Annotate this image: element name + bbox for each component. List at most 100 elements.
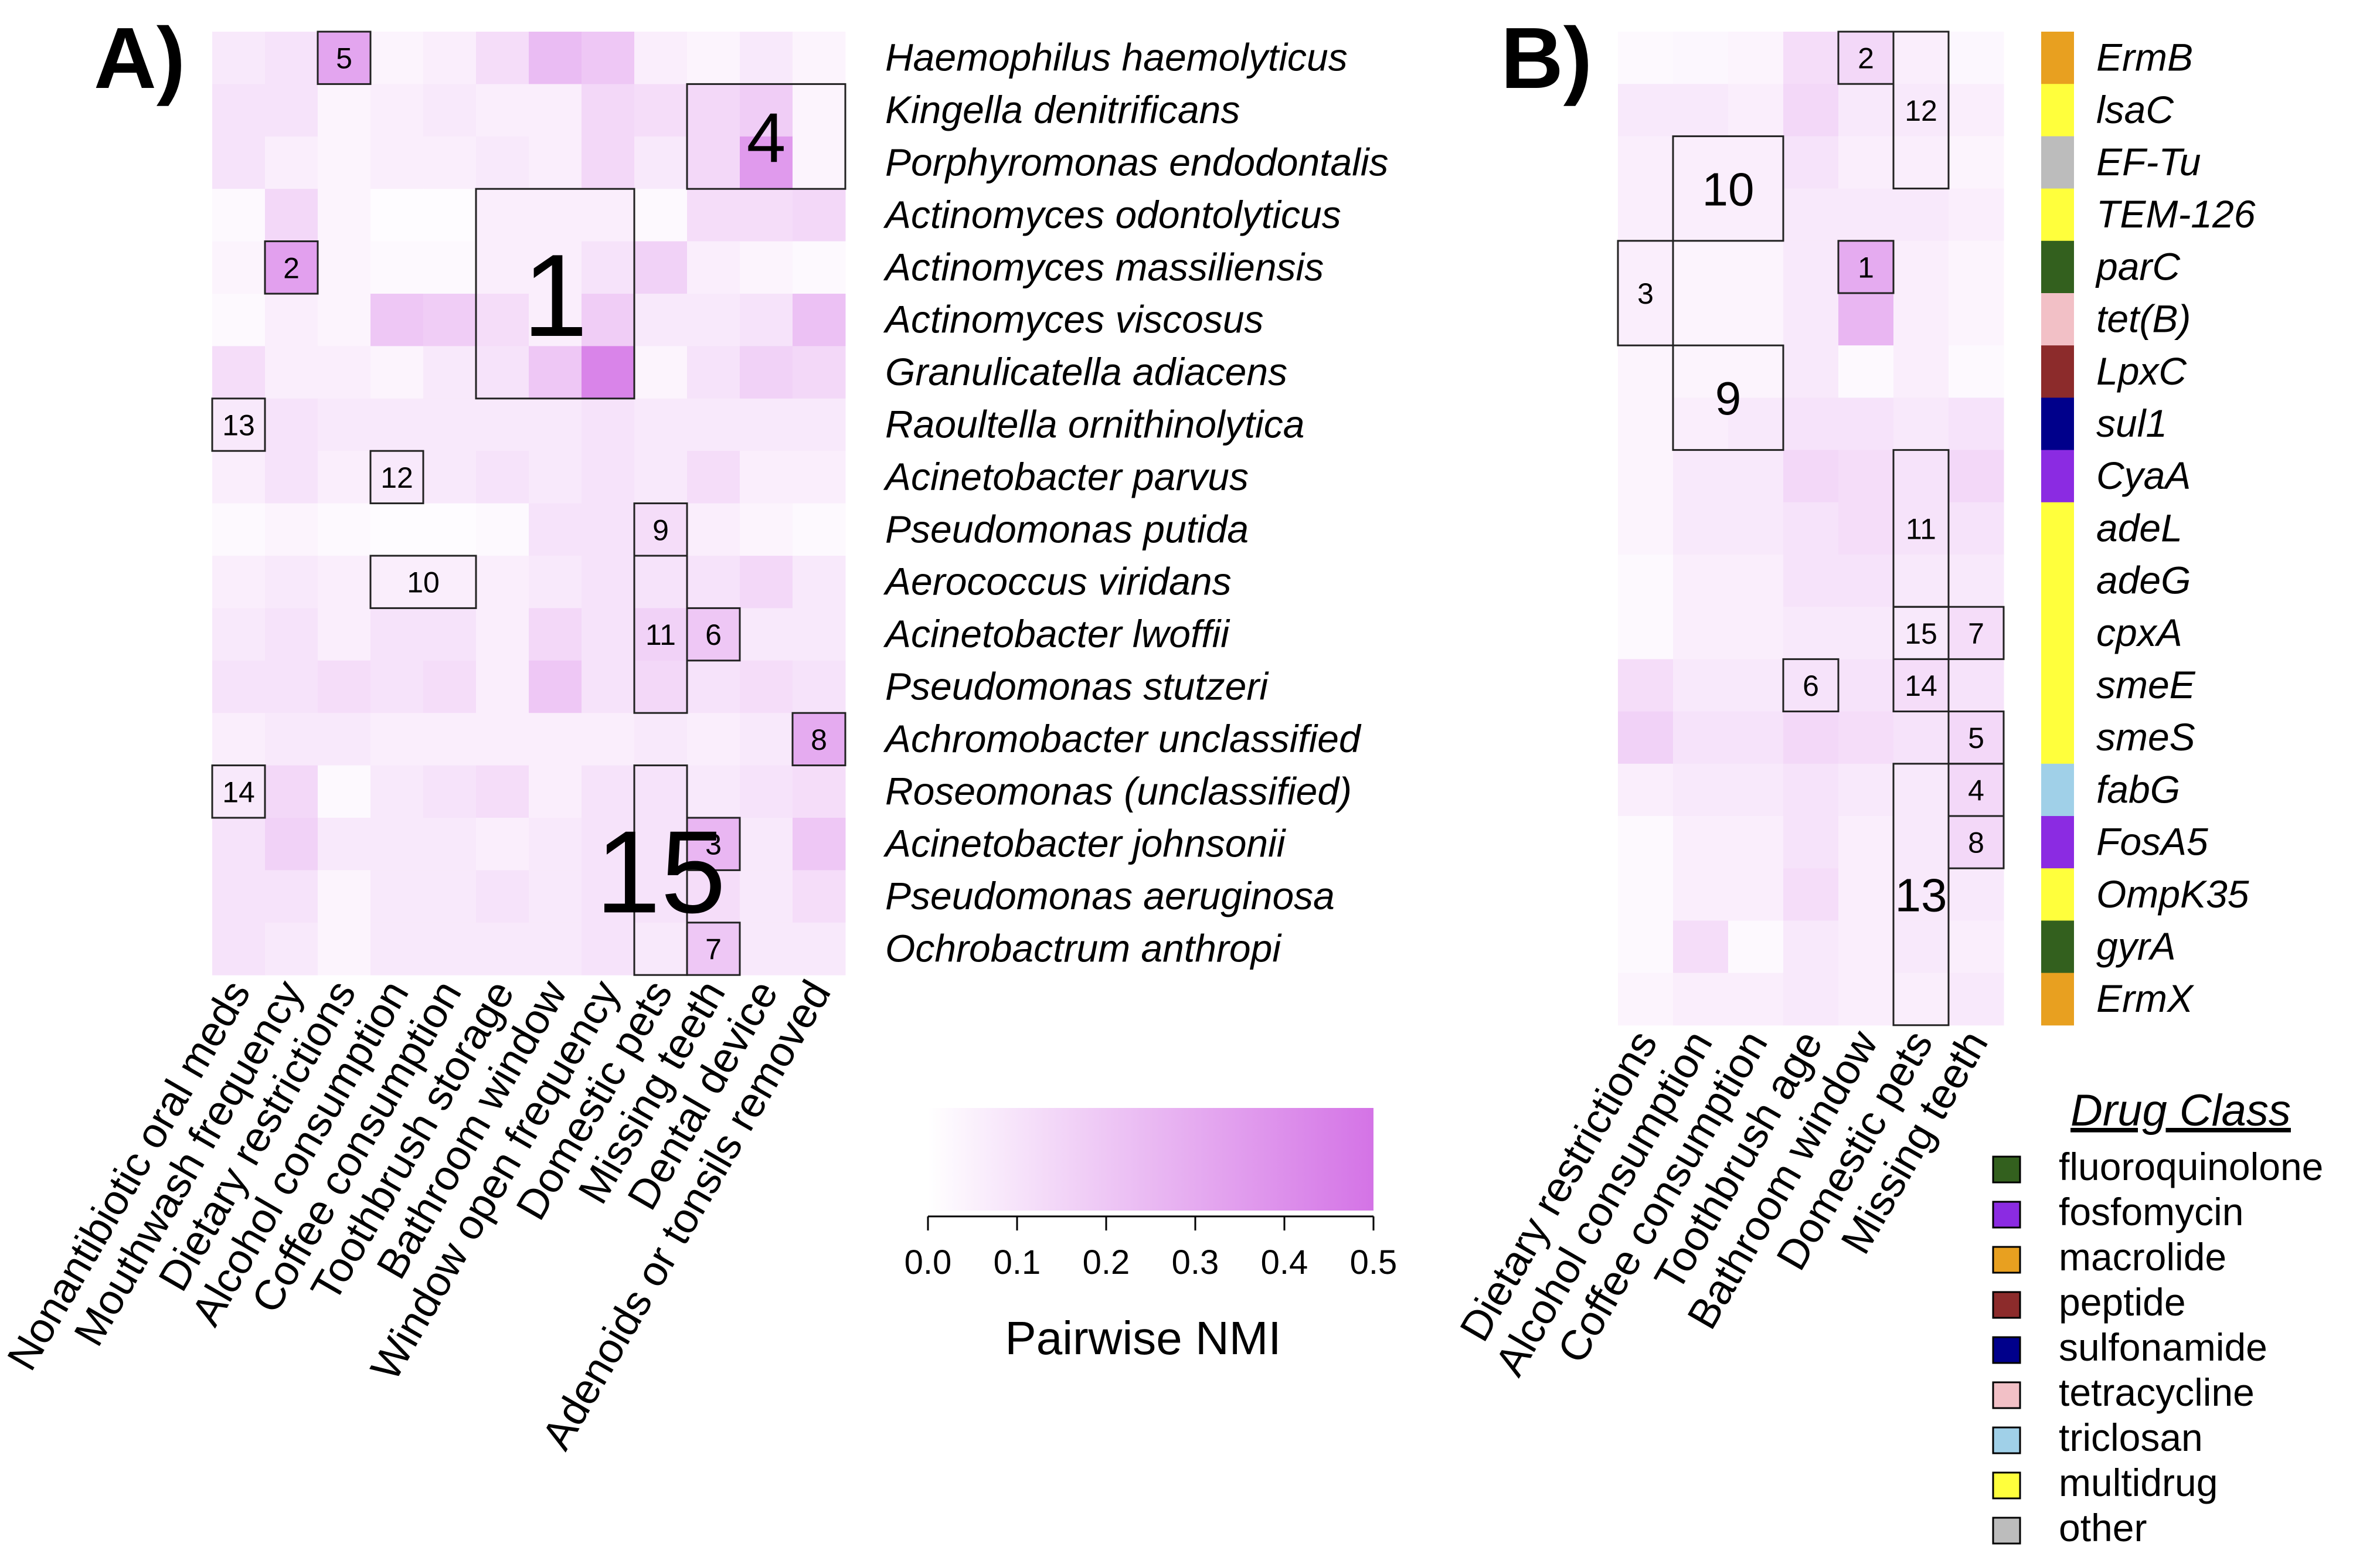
heatmap-cell <box>529 556 582 608</box>
heatmap-cell <box>370 84 424 137</box>
heatmap-cell <box>1783 711 1839 764</box>
heatmap-cell <box>370 556 424 608</box>
heatmap-cell <box>793 713 846 766</box>
heatmap-cell <box>1618 868 1674 921</box>
heatmap-cell <box>476 870 529 923</box>
heatmap-cell <box>740 660 793 713</box>
heatmap-cell <box>1618 32 1674 84</box>
heatmap-cell <box>1728 32 1784 84</box>
heatmap-cell <box>370 870 424 923</box>
cluster-label: 11 <box>1906 512 1936 545</box>
drug-class-strip-cell <box>2041 973 2074 1026</box>
heatmap-cell <box>265 136 318 189</box>
heatmap-cell <box>529 608 582 661</box>
heatmap-cell <box>265 870 318 923</box>
heatmap-cell <box>1618 920 1674 974</box>
cluster-box <box>211 764 266 819</box>
legend-label: fosfomycin <box>2059 1190 2243 1233</box>
heatmap-cell <box>529 713 582 766</box>
legend-swatch <box>1992 1336 2021 1364</box>
row-label: Acinetobacter lwoffii <box>883 612 1230 655</box>
cluster-label: 13 <box>1895 869 1947 922</box>
heatmap-cell <box>1673 345 1729 398</box>
heatmap-cell <box>318 346 371 399</box>
heatmap-cell <box>476 32 529 84</box>
heatmap-cell <box>1893 450 1949 503</box>
heatmap-cell <box>212 922 266 975</box>
heatmap-cell <box>423 84 477 137</box>
row-label: Acinetobacter parvus <box>883 455 1249 498</box>
heatmap-cell <box>265 294 318 346</box>
heatmap-cell <box>1783 293 1839 346</box>
drug-class-strip-cell <box>2041 345 2074 398</box>
heatmap-cell <box>687 346 740 399</box>
cluster-label: 4 <box>747 98 786 177</box>
heatmap-cell <box>1838 607 1894 659</box>
heatmap-cell <box>687 84 740 137</box>
heatmap-cell <box>1618 345 1674 398</box>
heatmap-cell <box>793 294 846 346</box>
heatmap-cell <box>370 922 424 975</box>
legend-swatch <box>1992 1426 2021 1454</box>
heatmap-cell <box>423 136 477 189</box>
cluster-label: 5 <box>336 42 352 75</box>
row-label: tet(B) <box>2096 297 2191 341</box>
heatmap-cell <box>212 346 266 399</box>
heatmap-cell <box>265 713 318 766</box>
drug-class-strip-cell <box>2041 293 2074 346</box>
heatmap-cell <box>634 32 688 84</box>
heatmap-cell <box>1728 450 1784 503</box>
heatmap-cell <box>1838 920 1894 974</box>
heatmap-cell <box>476 660 529 713</box>
heatmap-cell <box>634 870 688 923</box>
heatmap-cell <box>1618 397 1674 451</box>
heatmap-cell <box>370 346 424 399</box>
drug-class-strip-cell <box>2041 397 2074 451</box>
heatmap-cell <box>370 294 424 346</box>
heatmap-cell <box>1728 711 1784 764</box>
cluster-box <box>1892 30 1950 190</box>
cluster-label: 7 <box>1968 617 1984 650</box>
heatmap-cell <box>740 294 793 346</box>
heatmap-cell <box>582 241 635 294</box>
heatmap-cell <box>476 922 529 975</box>
heatmap-cell <box>1673 136 1729 189</box>
heatmap-cell <box>1618 84 1674 137</box>
heatmap-cell <box>476 556 529 608</box>
legend-label: other <box>2059 1506 2147 1549</box>
heatmap-cell <box>318 84 371 137</box>
heatmap-cell <box>1673 711 1729 764</box>
heatmap-cell <box>1728 502 1784 555</box>
heatmap-cell <box>370 32 424 84</box>
cluster-label: 10 <box>407 566 440 599</box>
heatmap-cell <box>529 660 582 713</box>
heatmap-cell <box>582 608 635 661</box>
colorbar-tick-label: 0.4 <box>1261 1243 1308 1281</box>
heatmap-cell <box>1673 816 1729 869</box>
heatmap-cell <box>634 398 688 451</box>
heatmap-cell <box>212 451 266 504</box>
heatmap-cell <box>1673 293 1729 346</box>
heatmap-cell <box>1838 32 1894 84</box>
heatmap-cell <box>793 660 846 713</box>
heatmap-cell <box>634 556 688 608</box>
heatmap-cell <box>1838 450 1894 503</box>
heatmap-cell <box>1673 920 1729 974</box>
row-label: Raoultella ornithinolytica <box>885 403 1304 446</box>
heatmap-cell <box>1783 84 1839 137</box>
heatmap-cell <box>582 765 635 818</box>
heatmap-cell <box>212 241 266 294</box>
heatmap-cell <box>212 608 266 661</box>
drug-class-strip-cell <box>2041 607 2074 659</box>
heatmap-cell <box>212 32 266 84</box>
heatmap-cell <box>793 346 846 399</box>
heatmap-cell <box>318 870 371 923</box>
heatmap-cell <box>634 189 688 242</box>
row-label: CyaA <box>2096 454 2191 497</box>
heatmap-cell <box>370 241 424 294</box>
panel-b-label: B) <box>1501 10 1592 107</box>
heatmap-cell <box>687 608 740 661</box>
heatmap-cell <box>423 32 477 84</box>
heatmap-cell <box>212 818 266 871</box>
